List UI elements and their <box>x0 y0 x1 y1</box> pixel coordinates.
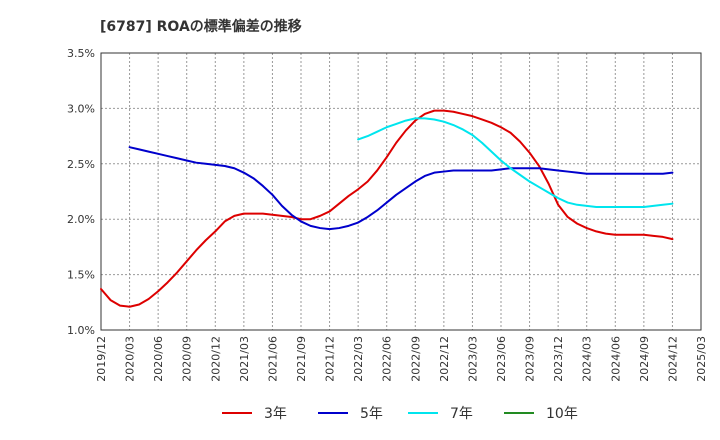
x-tick-label: 2020/09 <box>181 336 194 382</box>
x-tick-label: 2021/03 <box>238 336 251 382</box>
x-tick-label: 2019/12 <box>95 336 108 382</box>
x-tick-label: 2023/09 <box>524 336 537 382</box>
x-tick-label: 2024/06 <box>609 336 622 382</box>
x-tick-label: 2022/12 <box>438 336 451 382</box>
x-tick-label: 2025/03 <box>695 336 708 382</box>
legend: 3年 5年 7年 10年 <box>222 406 578 422</box>
x-tick-label: 2021/12 <box>324 336 337 382</box>
plot-border <box>100 52 702 331</box>
x-tick-label: 2020/03 <box>124 336 137 382</box>
y-tick-label: 2.0% <box>67 213 95 226</box>
x-tick-label: 2023/12 <box>552 336 565 382</box>
y-tick-label: 3.0% <box>67 102 95 115</box>
plot-area: 1.0% 1.5% 2.0% 2.5% 3.0% 3.5% 2019/12 2020/03 20… <box>67 47 708 382</box>
y-tick-label: 1.0% <box>67 324 95 337</box>
chart-title: [6787] ROAの標準偏差の推移 <box>100 18 302 35</box>
x-tick-label: 2022/03 <box>352 336 365 382</box>
legend-label-3年: 3年 <box>264 406 287 422</box>
x-tick-label: 2020/12 <box>209 336 222 382</box>
y-tick-label: 2.5% <box>67 158 95 171</box>
x-tick-label: 2021/06 <box>266 336 279 382</box>
x-tick-label: 2024/12 <box>666 336 679 382</box>
y-tick-label: 3.5% <box>67 47 95 60</box>
x-tick-label: 2024/09 <box>638 336 651 382</box>
x-tick-label: 2023/03 <box>466 336 479 382</box>
x-tick-label: 2022/06 <box>381 336 394 382</box>
legend-label-7年: 7年 <box>450 406 473 422</box>
legend-label-5年: 5年 <box>360 406 383 422</box>
series-line-7年 <box>357 117 674 209</box>
legend-label-10年: 10年 <box>546 406 578 422</box>
x-tick-label: 2024/03 <box>581 336 594 382</box>
x-tick-label: 2023/06 <box>495 336 508 382</box>
x-tick-label: 2021/09 <box>295 336 308 382</box>
series-line-5年 <box>128 146 674 231</box>
x-tick-label: 2020/06 <box>152 336 165 382</box>
x-tick-label: 2022/09 <box>409 336 422 382</box>
series-line-3年 <box>100 109 674 308</box>
y-tick-label: 1.5% <box>67 269 95 282</box>
